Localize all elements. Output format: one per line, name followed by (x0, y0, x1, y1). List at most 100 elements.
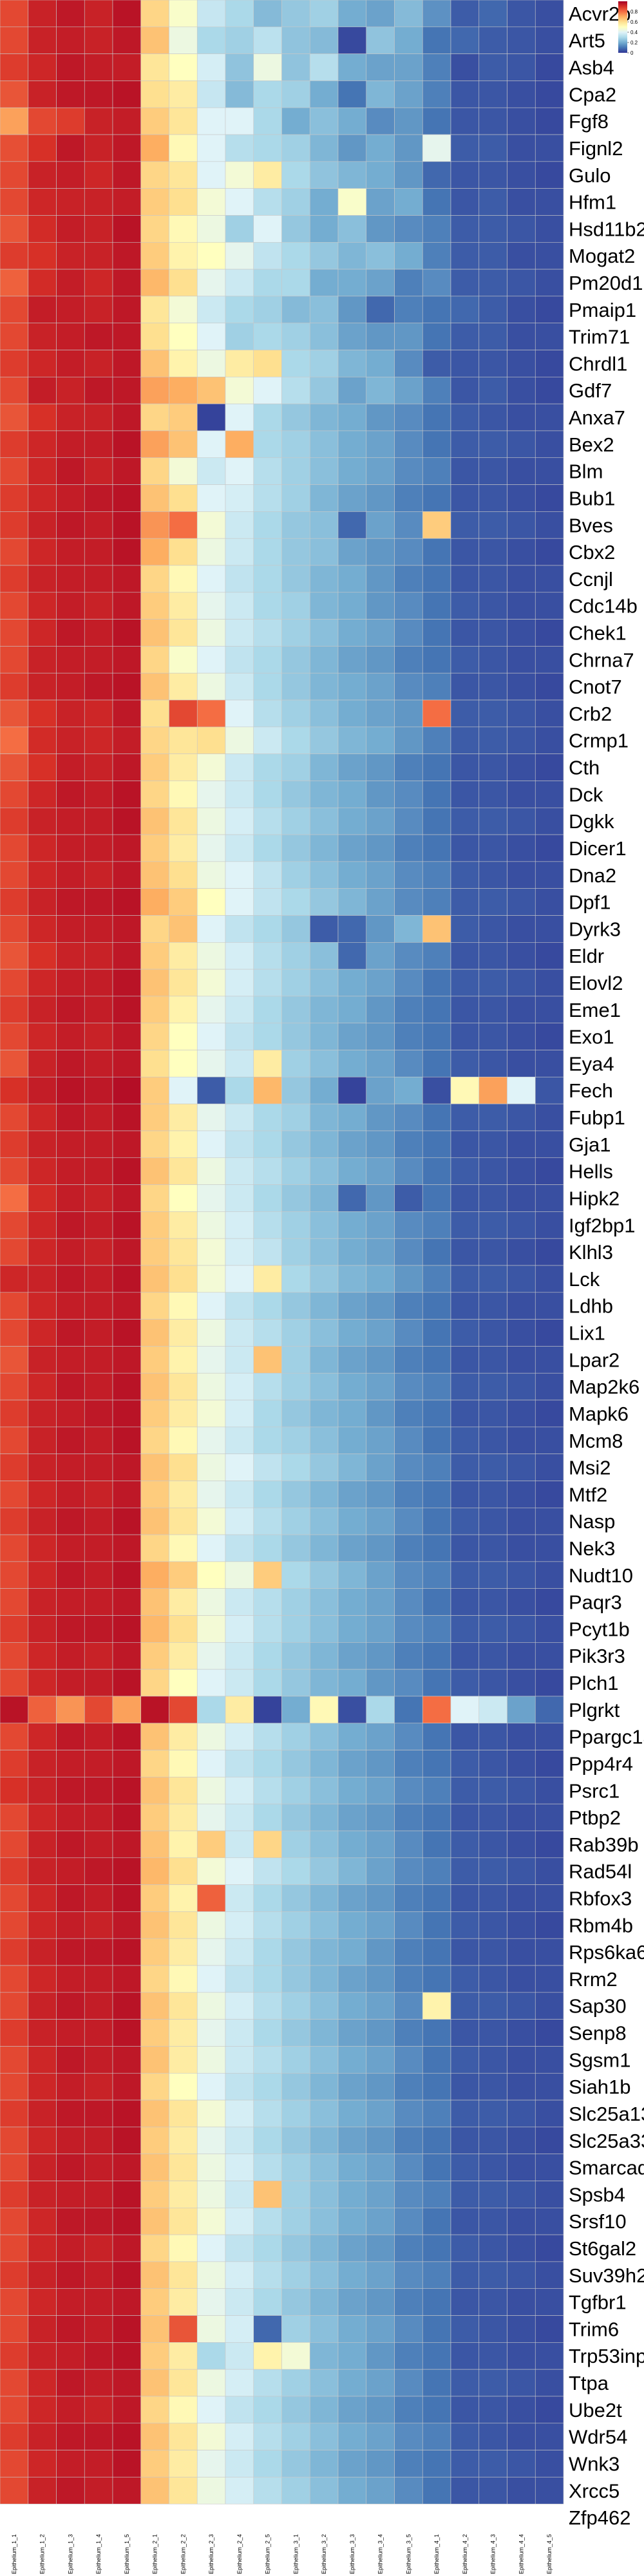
heatmap-cell (56, 1830, 85, 1859)
heatmap-cell (535, 1642, 564, 1670)
heatmap-cell (169, 1184, 198, 1212)
heatmap-cell (253, 1507, 282, 1535)
heatmap-cell (507, 1184, 536, 1212)
heatmap-cell (169, 377, 198, 404)
heatmap-cell (0, 1454, 29, 1481)
heatmap-cell (196, 1399, 226, 1428)
heatmap-cell (112, 215, 142, 243)
heatmap-cell (337, 2342, 367, 2370)
heatmap-cell (309, 2342, 339, 2370)
heatmap-cell (196, 1723, 226, 1750)
heatmap-cell (56, 1857, 85, 1885)
heatmap-cell (0, 1911, 29, 1939)
heatmap-cell (337, 861, 367, 889)
heatmap-cell (535, 1965, 564, 1993)
heatmap-cell (422, 538, 451, 566)
heatmap-cell (56, 1130, 85, 1159)
heatmap-cell (56, 538, 85, 566)
heatmap-cell (535, 2046, 564, 2074)
heatmap-cell (169, 1023, 198, 1050)
heatmap-cell (56, 1642, 85, 1670)
heatmap-cell (196, 161, 226, 189)
heatmap-cell (112, 1319, 142, 1347)
heatmap-cell (169, 565, 198, 593)
heatmap-cell (281, 242, 310, 270)
heatmap-cell (366, 1481, 395, 1508)
heatmap-cell (140, 2396, 169, 2424)
heatmap-cell (196, 699, 226, 728)
heatmap-cell (450, 1669, 480, 1697)
heatmap-cell (140, 646, 169, 674)
row-label: Chrna7 (569, 649, 634, 671)
heatmap-cell (196, 1454, 226, 1481)
heatmap-cell (394, 699, 423, 728)
heatmap-cell (253, 2072, 282, 2101)
heatmap-cell (535, 2154, 564, 2181)
heatmap-cell (337, 672, 367, 701)
heatmap-cell (28, 1023, 57, 1050)
heatmap-cell (253, 2208, 282, 2235)
heatmap-cell (253, 1346, 282, 1374)
heatmap-cell (309, 511, 339, 539)
heatmap-cell (0, 646, 29, 674)
heatmap-cell (0, 1534, 29, 1562)
heatmap-cell (196, 1157, 226, 1185)
heatmap-cell (507, 2072, 536, 2101)
heatmap-cell (309, 915, 339, 943)
heatmap-cell (535, 2342, 564, 2370)
heatmap-cell (422, 592, 451, 620)
heatmap-cell (196, 1938, 226, 1966)
heatmap-cell (140, 2234, 169, 2262)
heatmap-cell (422, 726, 451, 754)
heatmap-cell (450, 134, 480, 162)
heatmap-cell (366, 2396, 395, 2424)
heatmap-cell (28, 1346, 57, 1374)
row-label: Lix1 (569, 1322, 605, 1345)
heatmap-cell (366, 1023, 395, 1050)
heatmap-cell (112, 350, 142, 377)
heatmap-cell (281, 861, 310, 889)
heatmap-cell (535, 0, 564, 28)
heatmap-cell (450, 1426, 480, 1454)
heatmap-cell (56, 350, 85, 377)
heatmap-cell (112, 942, 142, 970)
heatmap-cell (28, 161, 57, 189)
heatmap-cell (394, 1750, 423, 1777)
heatmap-cell (394, 2154, 423, 2181)
heatmap-cell (253, 323, 282, 350)
heatmap-cell (507, 134, 536, 162)
heatmap-cell (281, 1265, 310, 1293)
heatmap-cell (0, 350, 29, 377)
heatmap-cell (422, 996, 451, 1024)
heatmap-cell (84, 2423, 113, 2450)
heatmap-cell (535, 1561, 564, 1589)
heatmap-cell (535, 888, 564, 916)
heatmap-cell (366, 2450, 395, 2477)
heatmap-cell (140, 26, 169, 54)
heatmap-cell (84, 1481, 113, 1508)
heatmap-cell (169, 2315, 198, 2343)
heatmap-cell (0, 2396, 29, 2424)
heatmap-cell (112, 2288, 142, 2316)
heatmap-cell (394, 1830, 423, 1859)
heatmap-cell (535, 1857, 564, 1885)
heatmap-cell (196, 1481, 226, 1508)
heatmap-cell (281, 215, 310, 243)
heatmap-cell (0, 1507, 29, 1535)
heatmap-cell (507, 1938, 536, 1966)
heatmap-cell (169, 2450, 198, 2477)
heatmap-cell (196, 1669, 226, 1697)
heatmap-cell (112, 2154, 142, 2181)
heatmap-cell (337, 2234, 367, 2262)
heatmap-cell (253, 2315, 282, 2343)
row-label: Dgkk (569, 810, 614, 833)
column-label: Epithelium_4_4 (518, 2534, 524, 2574)
heatmap-cell (169, 484, 198, 512)
heatmap-cell (309, 1696, 339, 1724)
heatmap-cell (225, 1426, 254, 1454)
heatmap-cell (56, 699, 85, 728)
heatmap-cell (56, 753, 85, 781)
heatmap-cell (281, 1426, 310, 1454)
heatmap-cell (507, 1023, 536, 1050)
heatmap-cell (535, 2261, 564, 2289)
